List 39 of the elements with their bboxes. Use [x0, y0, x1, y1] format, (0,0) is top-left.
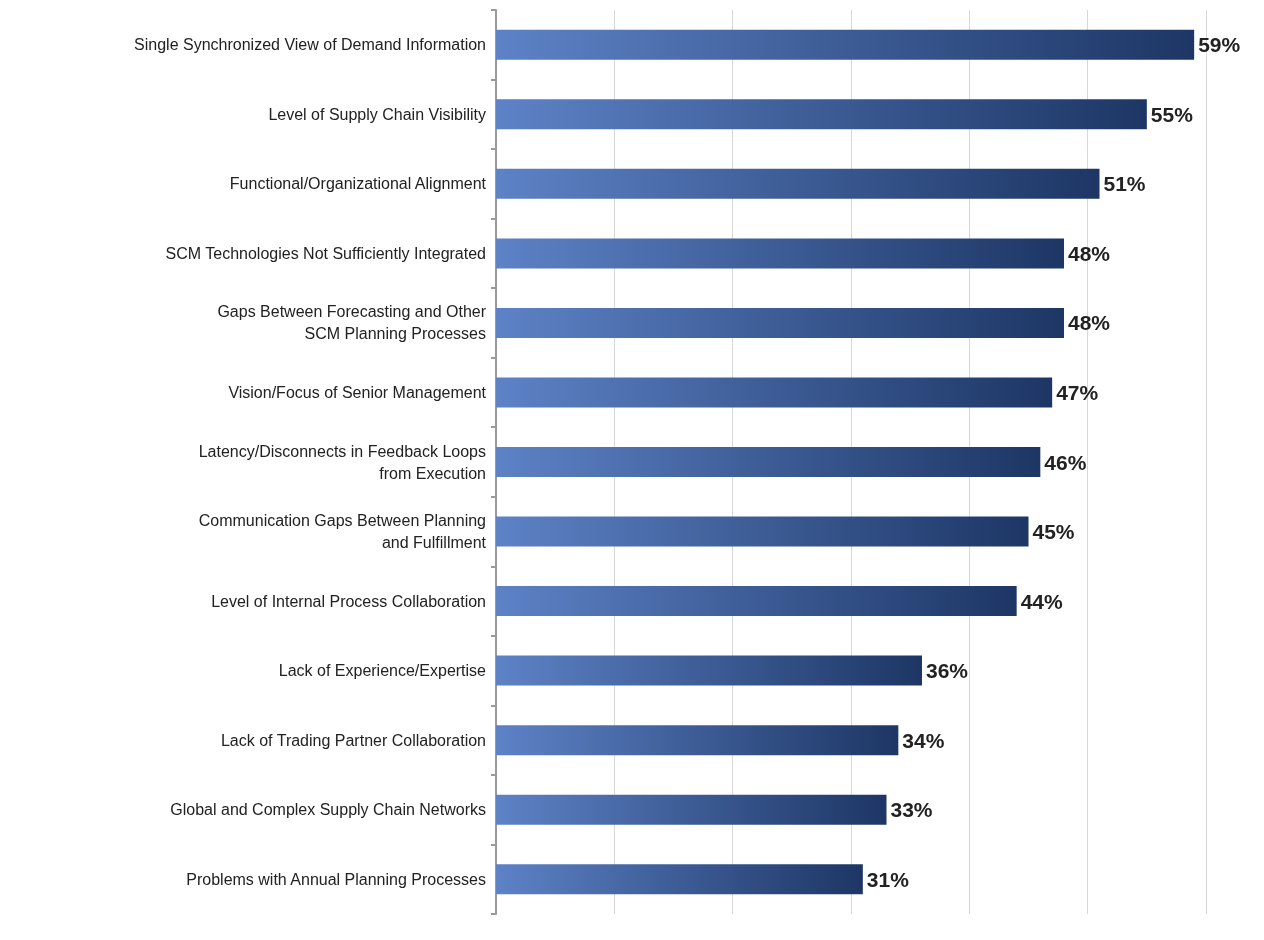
y-tick-label: Level of Internal Process Collaboration: [211, 592, 486, 610]
bar: [496, 29, 1195, 60]
bar: [496, 725, 899, 756]
y-tick-label: Latency/Disconnects in Feedback Loops from Execution: [198, 442, 486, 482]
y-tick-label: Gaps Between Forecasting and Other SCM Planning Processes: [217, 303, 487, 343]
data-label: 46%: [1044, 450, 1087, 474]
y-tick-label: Lack of Trading Partner Collaboration: [220, 731, 486, 749]
data-label: 34%: [902, 728, 945, 752]
data-label: 44%: [1020, 589, 1064, 613]
y-tick-label: Functional/Organizational Alignment: [229, 175, 487, 193]
data-label: 48%: [1068, 241, 1111, 265]
data-label: 31%: [866, 867, 910, 891]
bar: [496, 168, 1100, 199]
y-tick-label: Single Synchronized View of Demand Information: [134, 36, 486, 54]
y-tick-label: SCM Technologies Not Sufficiently Integrated: [165, 244, 486, 262]
data-label: 55%: [1150, 102, 1194, 126]
bar: [496, 794, 887, 825]
bar: [496, 655, 922, 686]
bar: [496, 864, 863, 895]
bar: [496, 307, 1064, 338]
bar: [496, 99, 1147, 130]
bar: [496, 586, 1017, 617]
data-label: 47%: [1056, 380, 1099, 404]
data-label: 36%: [926, 659, 969, 683]
bar: [496, 377, 1053, 408]
y-tick-label: Vision/Focus of Senior Management: [228, 383, 487, 401]
y-tick-label: Lack of Experience/Expertise: [278, 662, 487, 680]
y-tick-label: Problems with Annual Planning Processes: [186, 870, 486, 888]
y-tick-label: Level of Supply Chain Visibility: [268, 105, 486, 123]
bar: [496, 238, 1064, 269]
y-tick-label: Global and Complex Supply Chain Networks: [170, 801, 486, 819]
bar: [496, 516, 1029, 547]
data-label: 45%: [1032, 520, 1075, 544]
data-label: 59%: [1198, 33, 1241, 57]
bar: [496, 447, 1041, 477]
data-label: 51%: [1103, 172, 1146, 196]
data-label: 48%: [1068, 311, 1111, 335]
data-label: 33%: [890, 798, 933, 822]
y-tick-label: Communication Gaps Between Planning and Fulfillment: [198, 512, 487, 552]
